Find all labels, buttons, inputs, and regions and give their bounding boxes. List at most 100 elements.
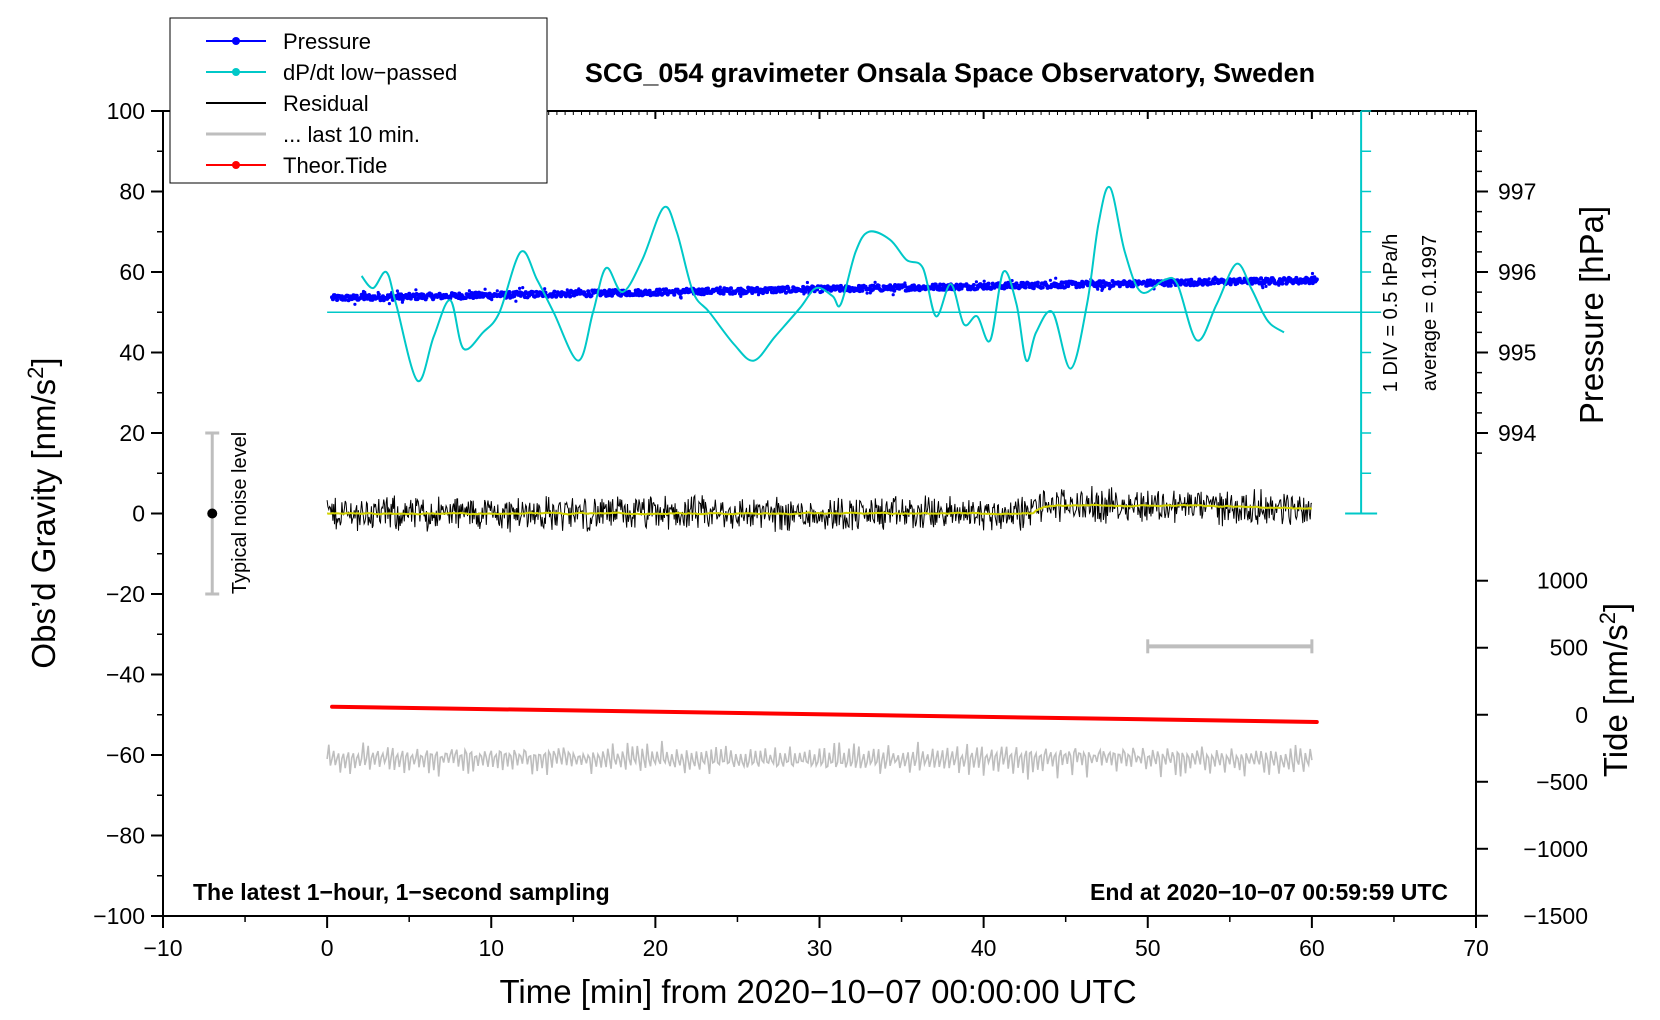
pressure-outlier-point	[802, 292, 806, 296]
pressure-outlier-point	[865, 291, 869, 295]
pressure-outlier-point	[974, 280, 979, 284]
y-axis-pressure-title: Pressure [hPa]	[1573, 206, 1610, 424]
noise-bar-label: Typical noise level	[229, 432, 251, 594]
pressure-outlier-point	[514, 299, 518, 303]
pressure-outlier-point	[654, 289, 658, 293]
pressure-outlier-point	[1236, 277, 1240, 281]
legend-label: Pressure	[283, 29, 371, 54]
pressure-outlier-point	[718, 285, 722, 289]
pressure-outlier-point	[1030, 286, 1034, 290]
residual-smoothed-line	[327, 503, 1313, 516]
pressure-outlier-point	[387, 302, 391, 306]
last-10-min-line	[326, 740, 1313, 780]
noise-bar-center-dot	[207, 508, 218, 519]
pressure-outlier-point	[1108, 287, 1112, 291]
pressure-outlier-point	[483, 287, 487, 291]
pressure-outlier-point	[414, 288, 418, 292]
pressure-outlier-point	[367, 293, 371, 297]
legend-box	[169, 17, 548, 184]
pressure-outlier-point	[536, 294, 540, 298]
legend: Pressure dP/dt low−passed Residual ... last…	[169, 17, 548, 184]
pressure-outlier-point	[361, 292, 365, 296]
x-tick-label: 0	[321, 935, 334, 961]
pressure-series	[330, 271, 1319, 306]
pressure-outlier-point	[543, 287, 547, 291]
pressure-outlier-point	[376, 290, 380, 295]
pressure-outlier-point	[873, 280, 877, 284]
pressure-outlier-point	[1277, 283, 1281, 287]
pressure-outlier-point	[982, 279, 986, 283]
pressure-outlier-point	[400, 300, 404, 304]
pressure-outlier-point	[763, 289, 767, 293]
pressure-outlier-point	[521, 286, 525, 290]
footer-left: The latest 1−hour, 1−second sampling	[193, 879, 610, 905]
pressure-outlier-point	[739, 294, 743, 298]
pressure-outlier-point	[361, 289, 366, 294]
pressure-outlier-point	[353, 302, 357, 306]
pressure-outlier-point	[722, 289, 726, 293]
tide-tick-label: −500	[1536, 769, 1588, 795]
pressure-outlier-point	[934, 282, 938, 286]
tide-line	[330, 704, 1319, 724]
y-tick-label: −80	[106, 823, 145, 849]
pressure-outlier-point	[1073, 283, 1077, 287]
tide-tick-label: 1000	[1537, 568, 1588, 594]
dpdt-line	[360, 185, 1285, 382]
legend-marker	[232, 37, 240, 45]
pressure-outlier-point	[868, 291, 872, 295]
tide-tick-label: 0	[1575, 702, 1588, 728]
last-10-min-series	[326, 639, 1314, 780]
legend-items: Pressure dP/dt low−passed Residual ... last…	[206, 29, 457, 178]
pressure-tick-label: 994	[1498, 420, 1537, 446]
y-axis-tide-title: Tide [nm/s2]	[1595, 603, 1634, 777]
pressure-outlier-point	[435, 295, 439, 299]
legend-label: dP/dt low−passed	[283, 60, 457, 85]
pressure-outlier-point	[700, 290, 704, 294]
pressure-outlier-point	[1064, 280, 1069, 284]
y-tick-label: 0	[132, 501, 145, 527]
y-tick-label: 40	[119, 340, 145, 366]
pressure-outlier-point	[565, 288, 569, 292]
pressure-outlier-point	[518, 286, 522, 290]
x-tick-label: 40	[971, 935, 997, 961]
y-tick-label: 80	[119, 179, 145, 205]
pressure-outlier-point	[1261, 286, 1265, 290]
pressure-outlier-point	[897, 287, 902, 291]
pressure-outlier-point	[679, 295, 683, 299]
pressure-outlier-point	[1096, 287, 1100, 291]
y-axis-pressure: 997 996 995 994	[1476, 130, 1537, 454]
pressure-outlier-point	[1297, 282, 1301, 286]
pressure-outlier-point	[903, 281, 907, 285]
pressure-tick-label: 997	[1498, 179, 1536, 205]
pressure-points	[330, 275, 1319, 303]
residual-series	[326, 485, 1313, 533]
pressure-outlier-point	[852, 288, 856, 292]
x-axis-title: Time [min] from 2020−10−07 00:00:00 UTC	[499, 973, 1136, 1010]
pressure-outlier-point	[807, 285, 811, 290]
y-tick-label: −60	[106, 742, 145, 768]
tide-tick-label: −1500	[1523, 903, 1588, 929]
pressure-tick-label: 996	[1498, 259, 1536, 285]
pressure-outlier-point	[1100, 288, 1104, 292]
average-label: average = 0.1997	[1419, 235, 1441, 391]
pressure-outlier-point	[609, 289, 614, 293]
pressure-outlier-point	[495, 289, 499, 293]
pressure-outlier-point	[1048, 278, 1052, 282]
y-axis-tide: 1000 500 0 −500 −1000 −1500	[1476, 568, 1588, 929]
dpdt-series	[360, 185, 1285, 382]
pressure-outlier-point	[577, 287, 581, 291]
pressure-outlier-point	[490, 298, 494, 302]
x-tick-label: 30	[807, 935, 833, 961]
annotations-layer	[205, 431, 220, 596]
y-axis-left: 100 80 60 40 20 0 −20 −40 −60 −80 −100	[93, 98, 163, 929]
footer-right: End at 2020−10−07 00:59:59 UTC	[1090, 879, 1448, 905]
pressure-outlier-point	[479, 291, 483, 295]
x-tick-label: −10	[143, 935, 182, 961]
y-tick-label: 20	[119, 420, 145, 446]
y-axis-left-title: Obs’d Gravity [nm/s2]	[23, 357, 62, 668]
pressure-tick-label: 995	[1498, 340, 1536, 366]
pressure-outlier-point	[891, 293, 895, 297]
legend-marker	[232, 68, 240, 76]
pressure-outlier-point	[467, 289, 471, 293]
